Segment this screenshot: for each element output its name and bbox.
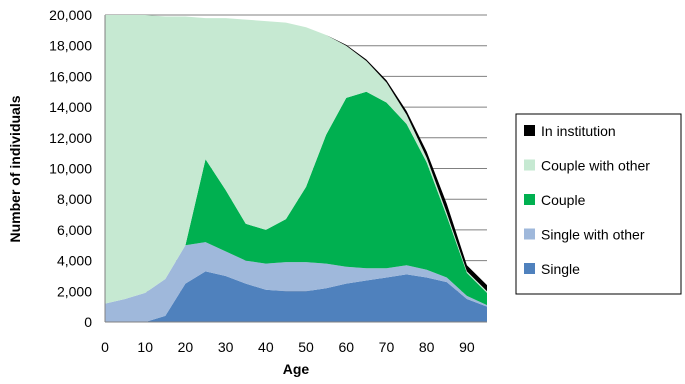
x-tick-label: 0 <box>101 339 109 355</box>
x-tick-label: 40 <box>258 339 274 355</box>
y-tick-label: 16,000 <box>49 68 92 84</box>
legend-swatch-couple <box>524 194 535 205</box>
x-tick-label: 80 <box>419 339 435 355</box>
x-tick-label: 70 <box>379 339 395 355</box>
y-axis-title: Number of individuals <box>7 95 23 242</box>
legend-swatch-couple-with-other <box>524 159 535 171</box>
x-tick-label: 60 <box>338 339 354 355</box>
legend: In institution Couple with other Couple Sin… <box>515 113 682 295</box>
y-tick-label: 2,000 <box>57 283 92 299</box>
axes <box>104 15 487 323</box>
legend-swatch-in-institution <box>524 125 535 136</box>
y-tick-label: 18,000 <box>49 38 92 54</box>
legend-frame <box>515 113 682 295</box>
legend-swatch-single-with-other <box>524 228 535 240</box>
y-tick-label: 8,000 <box>57 191 92 207</box>
plot-areas <box>105 15 487 322</box>
x-tick-label: 50 <box>298 339 314 355</box>
y-tick-label: 4,000 <box>57 253 92 269</box>
x-axis-title: Age <box>283 361 310 377</box>
legend-label-in-institution: In institution <box>541 123 616 139</box>
y-tick-label: 6,000 <box>57 222 92 238</box>
legend-label-single: Single <box>541 261 580 277</box>
area-couple-with-other <box>105 15 487 304</box>
x-tick-labels: 0 10 20 30 40 50 60 70 80 90 <box>101 339 475 355</box>
x-tick-label: 30 <box>218 339 234 355</box>
y-tick-label: 14,000 <box>49 99 92 115</box>
y-tick-label: 10,000 <box>49 161 92 177</box>
legend-label-couple: Couple <box>541 192 586 208</box>
y-tick-label: 12,000 <box>49 130 92 146</box>
area-single-with-other <box>105 242 487 322</box>
y-tick-labels: 0 2,000 4,000 6,000 8,000 10,000 12,000 14,000 1… <box>49 7 92 330</box>
x-tick-label: 10 <box>137 339 153 355</box>
x-tick-label: 90 <box>459 339 475 355</box>
y-tick-label: 20,000 <box>49 7 92 23</box>
legend-label-couple-with-other: Couple with other <box>541 158 650 174</box>
y-tick-label: 0 <box>84 314 92 330</box>
legend-swatch-single <box>524 263 535 274</box>
legend-label-single-with-other: Single with other <box>541 227 645 243</box>
area-single <box>105 271 487 322</box>
x-tick-label: 20 <box>178 339 194 355</box>
area-couple <box>105 91 487 306</box>
